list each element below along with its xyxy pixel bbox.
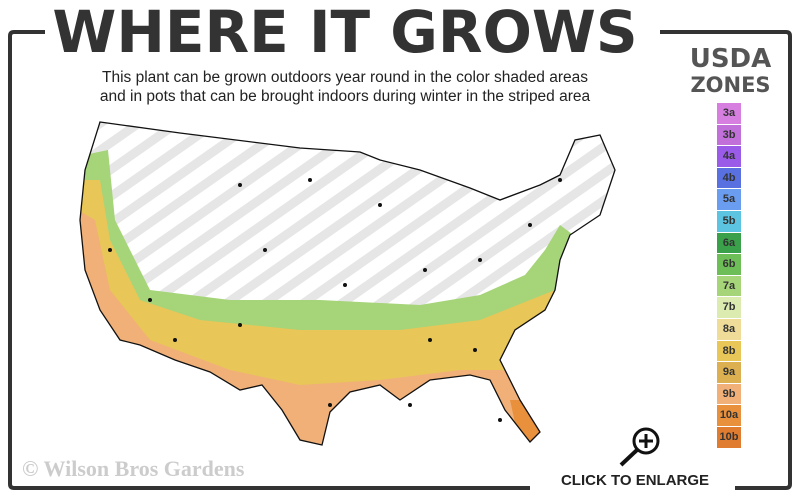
- zone-legend: 3a 3b 4a 4b 5a 5b 6a 6b 7a 7b 8a 8b 9a 9b 10a 10b: [717, 103, 741, 449]
- zone-swatch-6a: 6a: [717, 232, 741, 255]
- zone-swatch-10a: 10a: [717, 405, 741, 427]
- zone-swatch-3b: 3b: [717, 124, 741, 147]
- subtitle: This plant can be grown outdoors year ro…: [40, 68, 650, 106]
- click-to-enlarge-button[interactable]: CLICK TO ENLARGE: [560, 472, 710, 489]
- magnifier-plus-icon[interactable]: [618, 425, 664, 467]
- zone-swatch-7b: 7b: [717, 297, 741, 319]
- capital-dots: [108, 178, 562, 422]
- zone-swatch-5a: 5a: [717, 189, 741, 211]
- zone-swatch-10b: 10b: [717, 426, 741, 449]
- zone-swatch-7a: 7a: [717, 275, 741, 298]
- legend-title-line: ZONES: [690, 73, 771, 97]
- legend-title-line: USDA: [689, 44, 772, 74]
- us-zone-map[interactable]: [60, 110, 620, 450]
- zone-swatch-4b: 4b: [717, 167, 741, 190]
- page-title: WHERE IT GROWS: [52, 0, 638, 66]
- zone-swatch-9b: 9b: [717, 383, 741, 406]
- subtitle-line: This plant can be grown outdoors year ro…: [102, 69, 588, 86]
- zone-swatch-4a: 4a: [717, 146, 741, 168]
- legend-title: USDA ZONES: [683, 45, 778, 97]
- zone-swatch-6b: 6b: [717, 254, 741, 276]
- zone-swatch-8a: 8a: [717, 318, 741, 341]
- zone-swatch-8b: 8b: [717, 340, 741, 363]
- zone-swatch-5b: 5b: [717, 210, 741, 233]
- zone-swatch-9a: 9a: [717, 362, 741, 384]
- watermark: © Wilson Bros Gardens: [22, 456, 245, 481]
- zone-swatch-3a: 3a: [717, 103, 741, 125]
- subtitle-line: and in pots that can be brought indoors …: [99, 88, 591, 105]
